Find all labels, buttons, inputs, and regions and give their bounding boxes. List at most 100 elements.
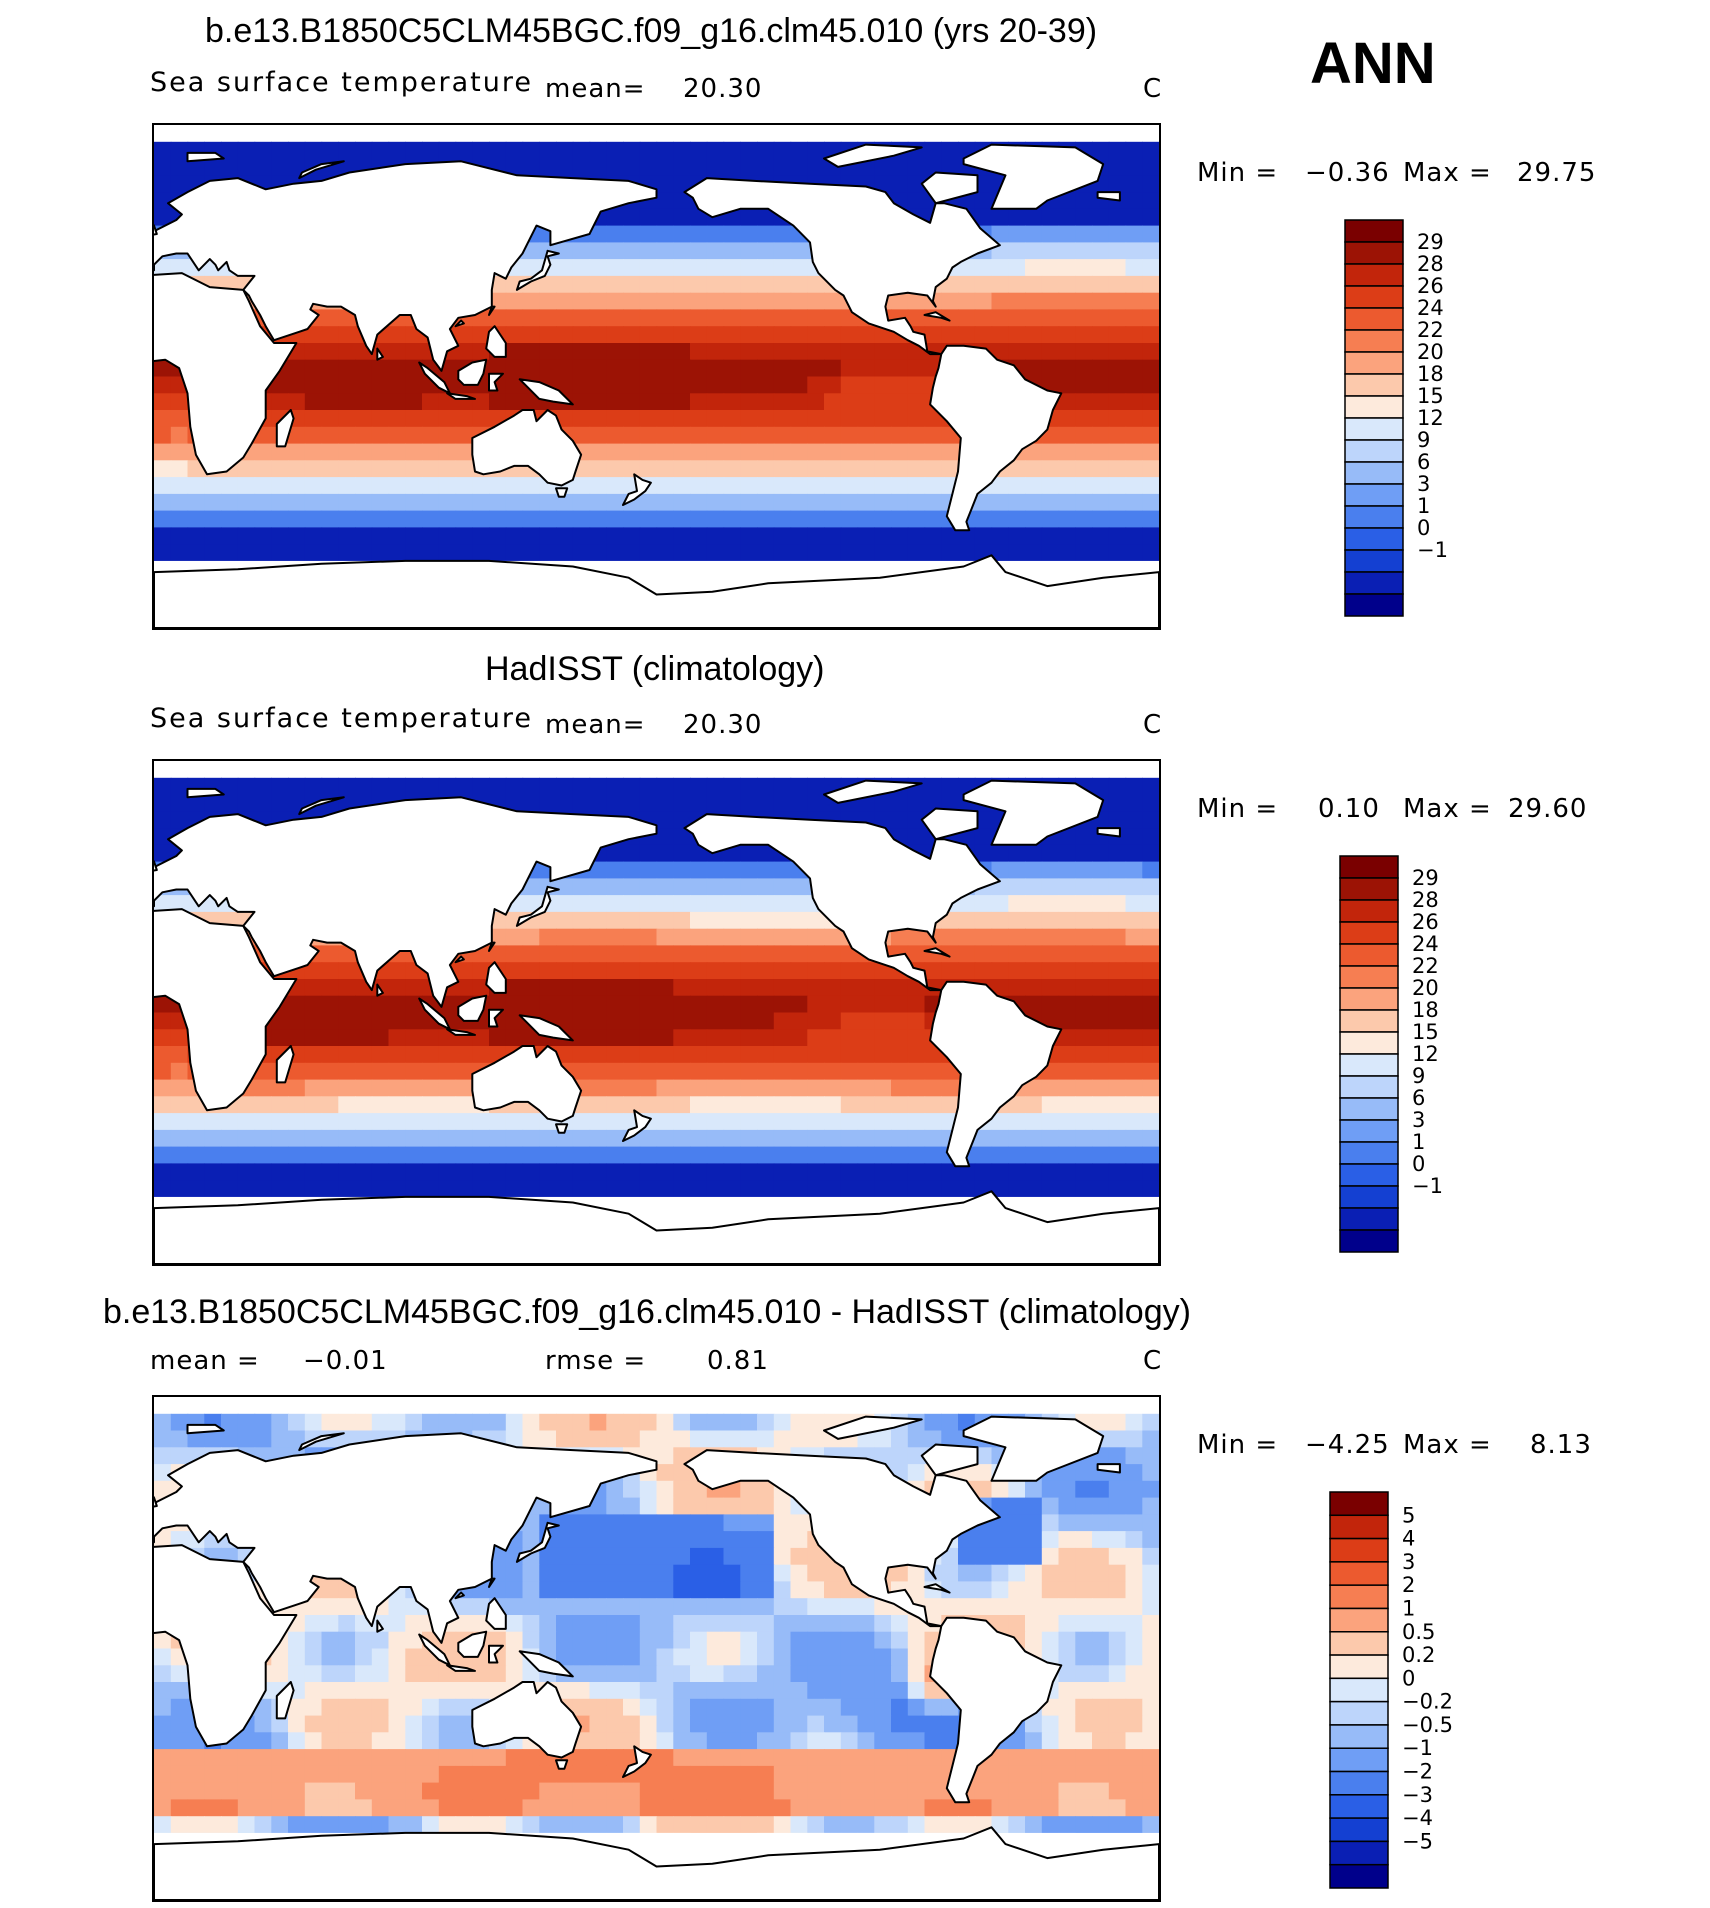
colorbar-swatch	[1329, 1724, 1389, 1749]
panel1-mean-label: mean=	[545, 74, 646, 104]
panel2-title: HadISST (climatology)	[485, 650, 825, 688]
coastline-madagascar	[275, 409, 295, 448]
coastline-uk	[154, 859, 158, 872]
colorbar-tick-label: 18	[1417, 362, 1444, 386]
coastline-greenland	[962, 779, 1105, 846]
panel2-min-label: Min =	[1197, 794, 1279, 824]
coastline-borneo	[457, 1630, 488, 1658]
colorbar-tick-label: 0.2	[1402, 1643, 1435, 1667]
colorbar-swatch	[1329, 1584, 1389, 1610]
coastline-cuba	[923, 1583, 951, 1594]
coastline-philippines	[485, 1597, 507, 1630]
colorbar-tick-label: 29	[1412, 866, 1439, 890]
colorbar-swatch	[1344, 571, 1404, 595]
panel3-mean-label: mean =	[150, 1346, 260, 1376]
coastline-philippines	[485, 961, 507, 994]
colorbar-swatch	[1329, 1514, 1389, 1540]
colorbar-tick-label: 0	[1412, 1152, 1425, 1176]
panel1-units: C	[1143, 74, 1163, 104]
panel3-mean-value: −0.01	[303, 1346, 388, 1376]
colorbar-tick-label: 2	[1402, 1573, 1415, 1597]
panel3-rmse-value: 0.81	[707, 1346, 769, 1376]
coastline-srilanka	[376, 1619, 384, 1633]
colorbar-swatch	[1339, 855, 1399, 879]
panel1-mean-value: 20.30	[683, 74, 763, 104]
colorbar-tick-label: 12	[1412, 1042, 1439, 1066]
colorbar-tick-label: 22	[1412, 954, 1439, 978]
colorbar-tick-label: 9	[1417, 428, 1430, 452]
coastline-java	[446, 392, 476, 400]
coastline-nam	[683, 1449, 1001, 1628]
coastline-uk	[154, 223, 158, 236]
colorbar-tick-label: 26	[1417, 274, 1444, 298]
coastline-arcticisl	[823, 1415, 923, 1440]
coastline-java	[446, 1664, 476, 1672]
colorbar-swatch	[1329, 1561, 1389, 1586]
coastline-sam	[929, 344, 1063, 532]
panel2-map-svg	[154, 777, 1159, 1264]
colorbar-swatch	[1339, 1141, 1399, 1165]
colorbar-tick-label: 26	[1412, 910, 1439, 934]
coastline-newguinea	[518, 1650, 574, 1678]
coastline-africa	[154, 272, 298, 476]
colorbar-swatch	[1344, 461, 1404, 485]
panel3-min-value: −4.25	[1305, 1430, 1390, 1460]
coastline-africa	[154, 1544, 298, 1748]
colorbar-tick-label: 20	[1417, 340, 1444, 364]
colorbar-tick-label: −4	[1402, 1806, 1433, 1830]
colorbar-swatch	[1329, 1794, 1389, 1819]
coastline-svalbard	[186, 151, 225, 163]
colorbar-tick-label: −3	[1402, 1783, 1433, 1807]
season-label: ANN	[1310, 31, 1436, 96]
coastline-nz	[622, 1109, 652, 1142]
colorbar-tick-label: 22	[1417, 318, 1444, 342]
colorbar-swatch	[1344, 527, 1404, 551]
panel2-mean-value: 20.30	[683, 710, 763, 740]
panel2-min-value: 0.10	[1318, 794, 1380, 824]
coastline-arcticisl	[823, 779, 923, 804]
coastline-hainan	[454, 955, 465, 964]
colorbar-tick-label: −1	[1417, 538, 1448, 562]
panel1-max-value: 29.75	[1517, 158, 1597, 188]
colorbar-tick-label: −1	[1412, 1174, 1443, 1198]
colorbar-swatch	[1329, 1863, 1389, 1889]
colorbar-swatch	[1339, 877, 1399, 901]
coastline-hainan	[454, 1591, 465, 1600]
coastline-australia	[471, 409, 583, 487]
colorbar-swatch	[1329, 1654, 1389, 1680]
colorbar-tick-label: 15	[1412, 1020, 1439, 1044]
coastline-australia	[471, 1045, 583, 1123]
coastline-japan	[515, 1521, 560, 1563]
colorbar-tick-label: −0.2	[1402, 1690, 1453, 1714]
panel2-max-value: 29.60	[1508, 794, 1588, 824]
colorbar-tick-label: 6	[1412, 1086, 1425, 1110]
colorbar-swatch	[1339, 987, 1399, 1011]
coastline-japan	[515, 249, 560, 291]
colorbar-swatch	[1339, 1229, 1399, 1253]
coastline-antarctica	[154, 1190, 1159, 1264]
colorbar-tick-label: 6	[1417, 450, 1430, 474]
panel3-map	[152, 1395, 1161, 1902]
colorbar-tick-label: −2	[1402, 1760, 1433, 1784]
colorbar-swatch	[1344, 329, 1404, 353]
land-mask	[154, 779, 1159, 1264]
colorbar-tick-label: 28	[1412, 888, 1439, 912]
coastline-philippines	[485, 325, 507, 358]
colorbar-swatch	[1339, 1075, 1399, 1099]
coastline-srilanka	[376, 347, 384, 361]
panel1-map	[152, 123, 1161, 630]
colorbar-tick-label: 3	[1402, 1550, 1415, 1574]
coastline-antarctica	[154, 554, 1159, 628]
panel3-min-label: Min =	[1197, 1430, 1279, 1460]
coastline-nz	[622, 1745, 652, 1778]
colorbar-tick-label: −5	[1402, 1829, 1433, 1853]
coastline-greenland	[962, 143, 1105, 210]
panel2-colorbar: 29 28 26 24 22 20 18 15 12 9 6 3 1 0 −1	[1339, 855, 1480, 1258]
colorbar-swatch	[1344, 483, 1404, 507]
colorbar-swatch	[1344, 593, 1404, 617]
colorbar-tick-label: 1	[1417, 494, 1430, 518]
colorbar-swatch	[1329, 1770, 1389, 1796]
panel2-units: C	[1143, 710, 1163, 740]
colorbar-swatch	[1339, 1185, 1399, 1209]
colorbar-swatch	[1339, 1163, 1399, 1187]
